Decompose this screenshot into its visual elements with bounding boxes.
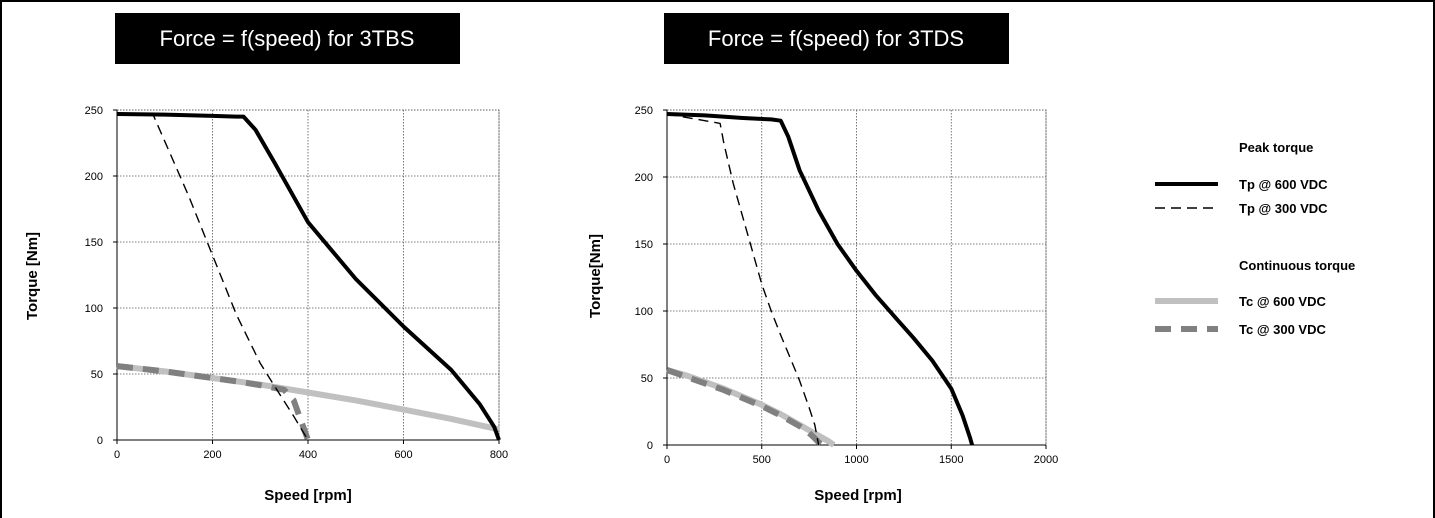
chart-3tbs: Force = f(speed) for 3TBS 0 200 400 600 8000… [24, 13, 508, 504]
x-tick-label: 0 [664, 454, 670, 466]
legend-label-tc-600: Tc @ 600 VDC [1239, 294, 1326, 309]
y-tick-label: 150 [635, 239, 653, 251]
legend-heading-continuous: Continuous torque [1239, 258, 1355, 273]
x-tick-label: 2000 [1034, 454, 1058, 466]
series-line-tc-300-vdc [116, 363, 311, 442]
y-tick-label: 50 [641, 373, 653, 385]
y-tick-label: 100 [635, 306, 653, 318]
legend-label-tp-600: Tp @ 600 VDC [1239, 177, 1328, 192]
chart-3tds: Force = f(speed) for 3TDS 0 500 1000 1500 20… [587, 13, 1058, 504]
y-axis-title: Torque [Nm] [24, 232, 41, 320]
series-line-tp-600-vdc [116, 112, 501, 441]
series-line-tp-300-vdc [117, 113, 309, 441]
plot-area-3tbs: 0 200 400 600 800 0 50 100 150 200 250 [85, 105, 509, 461]
y-tick-label: 250 [635, 105, 653, 117]
y-axis-title: Torque[Nm] [587, 234, 604, 318]
y-tick-label: 200 [635, 172, 653, 184]
x-tick-label: 1000 [844, 454, 868, 466]
y-tick-label: 0 [647, 440, 653, 452]
legend: Peak torque Tp @ 600 VDC Tp @ 300 VDC Co… [1155, 140, 1355, 337]
x-axis-title: Speed [rpm] [814, 487, 902, 504]
legend-heading-peak: Peak torque [1239, 140, 1313, 155]
y-tick-label: 100 [85, 303, 103, 315]
chart-title: Force = f(speed) for 3TBS [160, 26, 415, 51]
plot-area-3tds: 0 500 1000 1500 2000 0 50 100 150 200 250 [635, 105, 1059, 466]
series-line-tp-300-vdc [666, 113, 820, 446]
legend-label-tp-300: Tp @ 300 VDC [1239, 201, 1328, 216]
x-axis-title: Speed [rpm] [264, 487, 352, 504]
chart-title-box [115, 13, 460, 64]
chart-title-box [664, 13, 1009, 64]
x-tick-label: 600 [394, 449, 412, 461]
y-tick-label: 50 [91, 369, 103, 381]
x-tick-label: 200 [203, 449, 221, 461]
x-tick-label: 400 [299, 449, 317, 461]
series-line-tp-600-vdc [666, 112, 975, 446]
legend-label-tc-300: Tc @ 300 VDC [1239, 322, 1326, 337]
x-tick-label: 0 [114, 449, 120, 461]
y-tick-label: 0 [97, 435, 103, 447]
chart-title: Force = f(speed) for 3TDS [708, 26, 964, 51]
series-line-tc-300-vdc [666, 367, 825, 448]
y-tick-label: 250 [85, 105, 103, 117]
y-tick-label: 200 [85, 171, 103, 183]
plot-border [666, 109, 1047, 446]
y-tick-label: 150 [85, 237, 103, 249]
x-tick-label: 800 [490, 449, 508, 461]
x-tick-label: 1500 [939, 454, 963, 466]
x-tick-label: 500 [753, 454, 771, 466]
